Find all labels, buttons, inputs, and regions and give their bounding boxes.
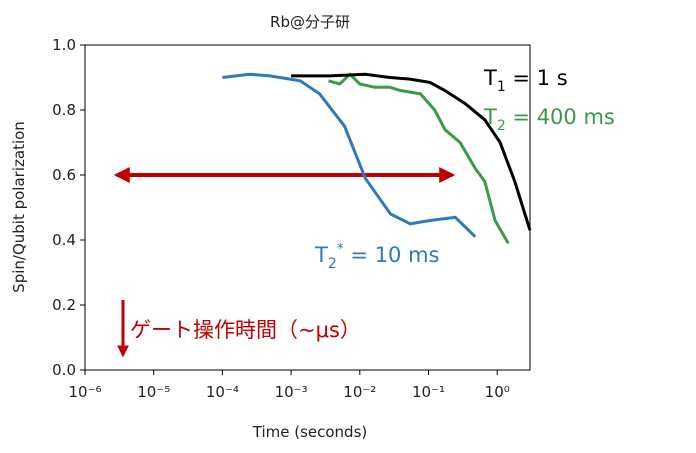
y-tick-label: 0.6 bbox=[52, 166, 76, 184]
annotation: T2* = 10 ms bbox=[314, 241, 440, 272]
annotation-text: ゲート操作時間（~μs） bbox=[130, 318, 361, 342]
x-tick-label: 10⁻⁵ bbox=[137, 383, 170, 401]
annotation-text: T bbox=[483, 105, 497, 129]
x-tick-label: 10⁻² bbox=[343, 383, 376, 401]
annotation-text: T bbox=[314, 243, 328, 267]
y-tick-label: 1.0 bbox=[52, 36, 76, 54]
plot-frame bbox=[84, 44, 531, 371]
x-tick-label: 10⁻¹ bbox=[412, 383, 445, 401]
annotation-text: = 10 ms bbox=[344, 243, 440, 267]
annotation-sub: 2 bbox=[328, 256, 337, 272]
y-tick-label: 0.8 bbox=[52, 101, 76, 119]
annotation-sub: 2 bbox=[497, 118, 506, 134]
series-line bbox=[291, 72, 532, 231]
annotation-text: = 400 ms bbox=[506, 105, 615, 129]
series-line bbox=[222, 72, 477, 238]
annotation-text: = 1 s bbox=[506, 66, 568, 90]
annotation-text: T bbox=[483, 66, 497, 90]
annotation-sup: * bbox=[337, 241, 344, 257]
y-tick-label: 0.4 bbox=[52, 231, 76, 249]
x-tick-label: 10⁻⁶ bbox=[68, 383, 101, 401]
annotation-sub: 1 bbox=[497, 79, 506, 95]
y-axis-label: Spin/Qubit polarization bbox=[10, 121, 28, 293]
x-tick-label: 10⁻³ bbox=[275, 383, 308, 401]
x-tick-label: 10⁻⁴ bbox=[206, 383, 239, 401]
series-line bbox=[328, 72, 510, 245]
y-tick-label: 0.0 bbox=[52, 361, 76, 379]
chart-title: Rb@分子研 bbox=[270, 13, 350, 31]
annotation: T1 = 1 s bbox=[483, 66, 568, 95]
annotation: T2 = 400 ms bbox=[483, 105, 615, 134]
y-tick-label: 0.2 bbox=[52, 296, 76, 314]
x-tick-label: 10⁰ bbox=[485, 383, 510, 401]
annotation: ゲート操作時間（~μs） bbox=[130, 318, 361, 342]
x-axis-label: Time (seconds) bbox=[252, 423, 368, 441]
